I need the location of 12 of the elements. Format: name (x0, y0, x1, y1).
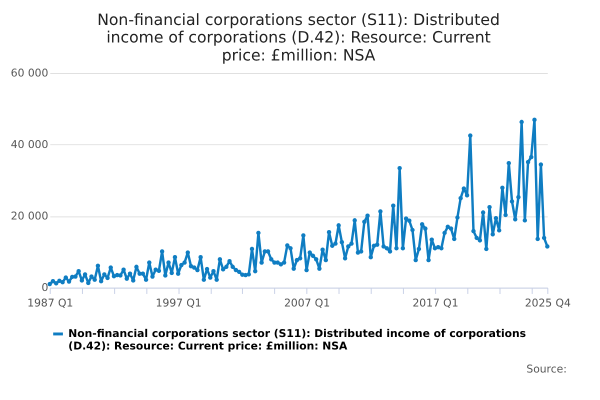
x-tick-label: 1987 Q1 (27, 296, 74, 310)
legend-label: Non-financial corporations sector (S11): Distributed income of corporations (D.42): Resource: Current price: £million: NSA (68, 326, 526, 353)
y-tick-label: 0 (41, 281, 48, 294)
y-tick-label: 20 000 (10, 209, 48, 222)
y-tick-label: 60 000 (10, 66, 48, 80)
x-tick-label: 2017 Q1 (412, 296, 458, 310)
y-tick-label: 40 000 (10, 138, 48, 151)
x-tick-label: 2007 Q1 (284, 296, 330, 310)
chart-title: Non-financial corporations sector (S11): Distributed income of corporations (D.42): Resource: Current price: £million: NSA (97, 11, 500, 64)
x-tick-label: 1997 Q1 (156, 296, 202, 310)
x-tick-label: 2025 Q4 (524, 296, 571, 310)
source-note: Source: (526, 362, 567, 376)
